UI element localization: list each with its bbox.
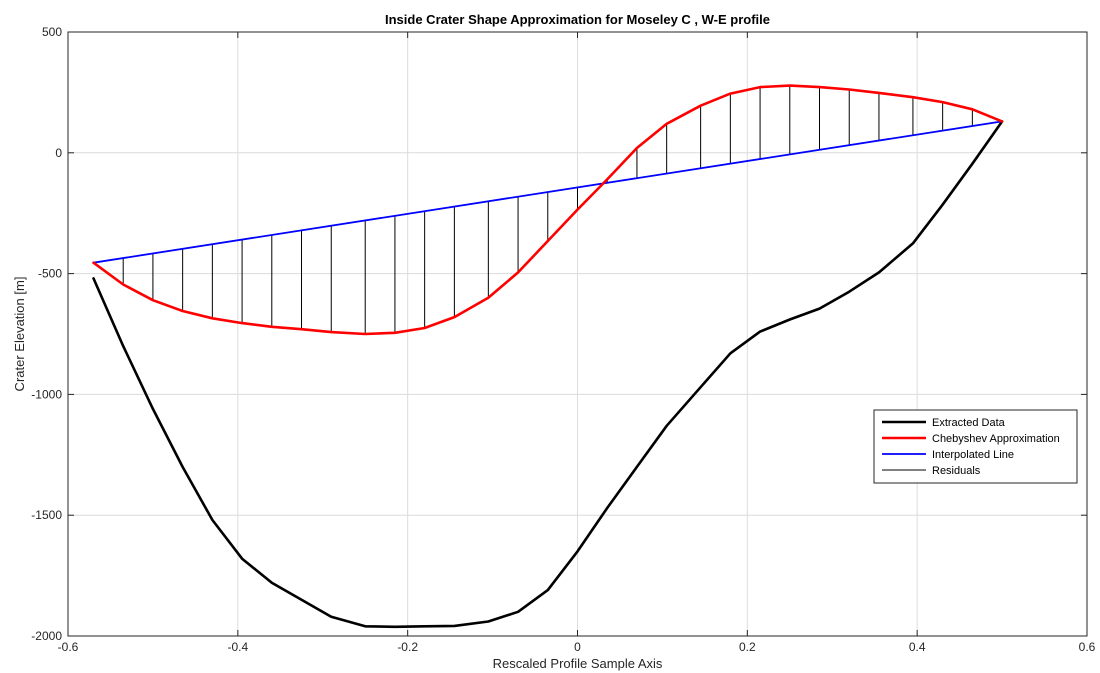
x-tick-label: -0.6: [58, 640, 79, 654]
legend-label: Interpolated Line: [932, 449, 1014, 461]
legend-label: Residuals: [932, 465, 981, 477]
y-tick-label: -500: [38, 267, 62, 281]
legend-label: Chebyshev Approximation: [932, 433, 1060, 445]
x-tick-label: 0.2: [739, 640, 756, 654]
x-tick-label: 0.6: [1079, 640, 1096, 654]
series-layer: [92, 84, 1004, 629]
x-tick-label: 0: [574, 640, 581, 654]
legend: Extracted Data Chebyshev Approximation Int…: [873, 409, 1078, 484]
residuals-layer: [122, 85, 973, 334]
x-axis-title: Rescaled Profile Sample Axis: [493, 656, 663, 671]
y-tick-label: 500: [42, 25, 62, 39]
x-tick-label: 0.4: [909, 640, 926, 654]
x-tick-label: -0.2: [397, 640, 418, 654]
extracted-data-line: [92, 120, 1004, 629]
y-axis-title: Crater Elevation [m]: [12, 277, 27, 392]
legend-items: Extracted Data Chebyshev Approximation Int…: [882, 417, 1060, 477]
ticks-layer: -0.6 -0.4 -0.2 0 0.2 0.4 0.6 -2000 -1500 -1000 -50…: [31, 25, 1095, 654]
chebyshev-approximation-line: [92, 84, 1004, 336]
y-tick-label: -1500: [31, 508, 62, 522]
y-tick-label: 0: [55, 146, 62, 160]
y-tick-label: -1000: [31, 387, 62, 401]
y-tick-label: -2000: [31, 629, 62, 643]
chart-title: Inside Crater Shape Approximation for Mo…: [385, 12, 770, 27]
x-tick-label: -0.4: [227, 640, 248, 654]
legend-label: Extracted Data: [932, 417, 1006, 429]
interpolated-line: [92, 120, 1003, 264]
